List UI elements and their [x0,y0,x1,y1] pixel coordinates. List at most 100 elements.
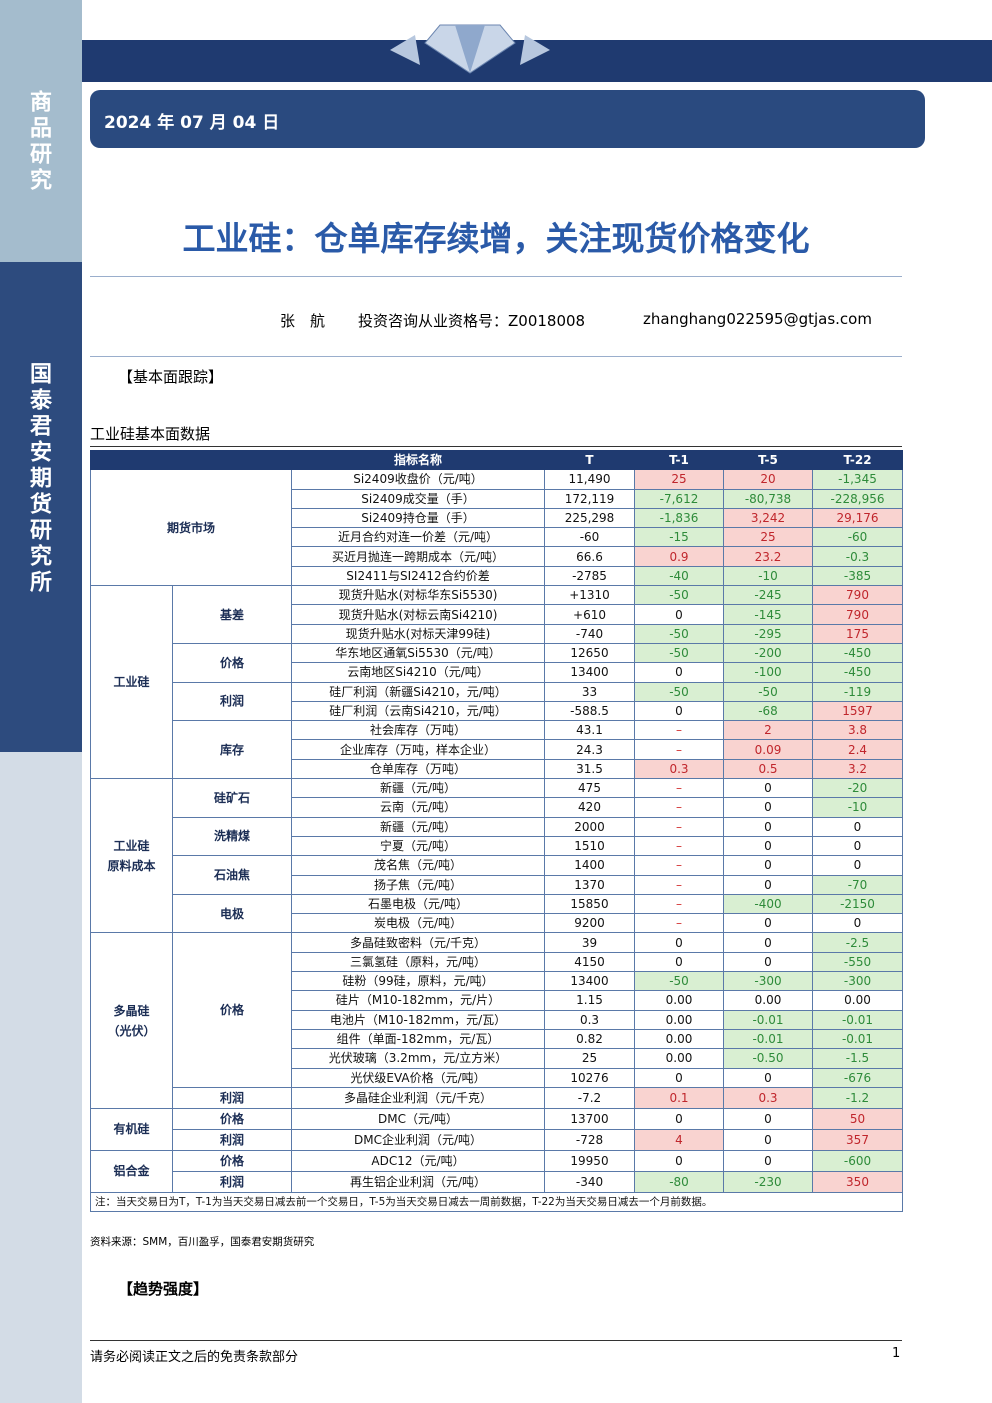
value-cell: -450 [812,642,903,664]
indicator-name: 三氯氢硅（原料，元/吨） [291,951,545,973]
value-cell: 0.3 [634,758,724,780]
value-cell: -40 [634,565,724,587]
value-cell: -50 [634,681,724,702]
value-cell: -295 [723,623,813,644]
table-row: 利润 硅厂利润（新疆Si4210，元/吨） 33 -50 -50 -119 [91,681,903,722]
table-row: 工业硅 基差 现货升贴水(对标华东Si5530) +1310 -50 -245 790 [90,585,903,780]
indicator-name: 硅片（M10-182mm，元/片） [291,990,545,1011]
value-cell: 790 [812,604,903,625]
indicator-name: 硅粉（99硅，原料，元/吨） [291,971,545,992]
value-cell: 1370 [544,874,635,895]
value-cell: 172,119 [544,488,635,509]
value-cell: 25 [544,1048,635,1069]
value-cell: -2150 [812,893,903,915]
section-label: 商品研究 [26,90,51,194]
value-cell: 1.15 [544,990,635,1011]
indicator-name: 现货升贴水(对标云南Si4210) [291,604,545,625]
value-cell: -728 [544,1128,635,1151]
page-number: 1 [892,1346,901,1361]
table-row: 期货市场 Si2409收盘价（元/吨） 11,490 25 20 -1,345 [90,469,903,587]
value-cell: 19950 [544,1149,635,1172]
value-cell: -200 [723,642,813,664]
value-cell: 225,298 [544,507,635,529]
value-cell: 0.5 [723,758,813,780]
value-cell: -0.01 [812,1009,903,1030]
value-cell: 0.09 [723,739,813,760]
subgroup-label: 利润 [172,1086,292,1109]
value-cell: +1310 [544,585,635,606]
value-cell: 357 [812,1128,903,1151]
value-cell: 790 [812,585,903,606]
subgroup-label: 电极 [172,893,292,934]
value-cell: 13400 [544,971,635,992]
value-cell: -1,345 [812,469,903,490]
value-cell: – [634,816,724,837]
value-cell: 15850 [544,893,635,915]
value-cell: 0 [723,835,813,857]
table-row: Si2409持仓量（手） 225,298 -1,836 3,242 29,176 [91,507,903,529]
header-cell: T-5 [723,449,813,471]
indicator-name: 买近月抛连一跨期成本（元/吨） [291,546,545,567]
value-cell: -50 [634,623,724,644]
table-row: 扬子焦（元/吨） 1370–0 -70 [91,874,903,895]
rule [90,1340,902,1341]
value-cell: -7,612 [634,488,724,509]
value-cell: 350 [812,1170,903,1193]
value-cell: 39 [544,932,635,953]
table-row: 云南（元/吨） 420–0 -10 [91,797,903,818]
table-row: 有机硅 价格 DMC（元/吨） 13700 0 0 50 [90,1107,903,1151]
indicator-name: 扬子焦（元/吨） [291,874,545,895]
value-cell: 43.1 [544,720,635,741]
logo [390,24,550,74]
table-row: 铝合金 价格 ADC12（元/吨） 19950 0 0 -600 [90,1149,903,1193]
value-cell: 0 [723,951,813,973]
value-cell: -68 [723,700,813,722]
table-row: 组件（单面-182mm，元/瓦） 0.82 0.00 -0.01 -0.01 [91,1028,903,1050]
value-cell: 0 [634,662,724,683]
source: 资料来源：SMM，百川盈孚，国泰君安期货研究 [90,1236,315,1248]
value-cell: -50 [723,681,813,702]
sidebar-bottom [0,752,82,1403]
indicator-name: 新疆（元/吨） [291,816,545,837]
table-row: 企业库存（万吨，样本企业） 24.3–0.09 2.4 [91,739,903,760]
value-cell: 31.5 [544,758,635,780]
value-cell: 66.6 [544,546,635,567]
header-cell: 指标名称 [291,449,545,471]
value-cell: 175 [812,623,903,644]
value-cell: -300 [812,971,903,992]
indicator-name: 近月合约对连一价差（元/吨） [291,527,545,548]
subgroup-label: 利润 [172,1128,292,1151]
indicator-name: 组件（单面-182mm，元/瓦） [291,1028,545,1050]
value-cell: -450 [812,662,903,683]
value-cell: +610 [544,604,635,625]
indicator-name: 硅厂利润（云南Si4210，元/吨） [291,700,545,722]
value-cell: 13700 [544,1107,635,1130]
value-cell: 0 [723,778,813,799]
table-row: 宁夏（元/吨） 1510–0 0 [91,835,903,857]
indicator-name: 炭电极（元/吨） [291,913,545,934]
value-cell: 12650 [544,642,635,664]
table-row: 硅粉（99硅，原料，元/吨） 13400 -50 -300 -300 [91,971,903,992]
table-row: 硅片（M10-182mm，元/片） 1.15 0.00 0.00 0.00 [91,990,903,1011]
subgroup-label: 利润 [172,681,292,722]
value-cell: -1.2 [812,1086,903,1109]
table-row: 价格 华东地区通氧Si5530（元/吨） 12650 -50 -200 -450 [91,642,903,683]
value-cell: 0 [723,1107,813,1130]
value-cell: -1,836 [634,507,724,529]
value-cell: 1400 [544,855,635,876]
table-row: 指标名称 T T-1 T-5 T-22 [90,449,903,471]
value-cell: – [634,720,724,741]
group-label: 有机硅 [90,1107,173,1151]
value-cell: 0.00 [634,1028,724,1050]
value-cell: -15 [634,527,724,548]
indicator-name: 社会库存（万吨） [291,720,545,741]
value-cell: 0 [812,816,903,837]
value-cell: 0 [723,874,813,895]
header-cell: T-1 [634,449,724,471]
group-label: 期货市场 [90,469,292,587]
table-row: 电池片（M10-182mm，元/瓦） 0.3 0.00 -0.01 -0.01 [91,1009,903,1030]
value-cell: 11,490 [544,469,635,490]
indicator-name: 光伏玻璃（3.2mm，元/立方米） [291,1048,545,1069]
indicator-name: 企业库存（万吨，样本企业） [291,739,545,760]
value-cell: -0.01 [723,1028,813,1050]
